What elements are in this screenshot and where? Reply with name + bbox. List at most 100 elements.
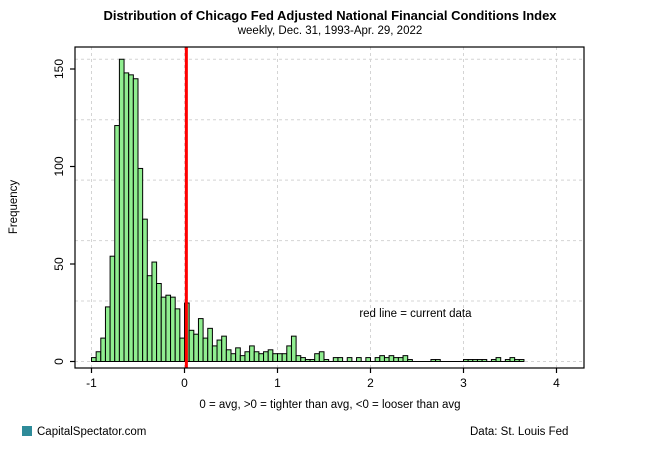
histogram-bar: [156, 283, 162, 362]
histogram-bar: [146, 275, 153, 363]
histogram-bar: [128, 74, 134, 362]
histogram-bar: [476, 359, 483, 362]
histogram-bar: [230, 353, 237, 363]
histogram-bar: [211, 345, 218, 362]
chart-subtitle: weekly, Dec. 31, 1993-Apr. 29, 2022: [237, 25, 423, 37]
x-tick-label: 3: [460, 376, 467, 390]
brand-logo-square: [22, 426, 32, 436]
chart-title: Distribution of Chicago Fed Adjusted Nat…: [103, 8, 557, 23]
histogram-bar: [244, 351, 251, 362]
histogram-bar: [379, 355, 385, 362]
histogram-bar: [272, 353, 279, 363]
histogram-bar: [472, 359, 478, 362]
histogram-bar: [197, 318, 204, 363]
x-tick-label: 4: [553, 376, 560, 390]
histogram-bar: [258, 353, 265, 363]
histogram-bar: [151, 261, 158, 362]
histogram-bar: [225, 349, 232, 362]
histogram-bar: [518, 359, 525, 362]
histogram-bar: [267, 349, 274, 362]
axis-ticks: -1 0 1 2 3 4 0 50 100 150: [52, 59, 560, 390]
histogram-bar: [132, 78, 139, 362]
histogram-bar: [337, 357, 344, 363]
histogram-bar: [137, 167, 144, 362]
histogram-bar: [346, 357, 353, 363]
histogram-bar: [277, 353, 283, 363]
histogram-bar: [430, 359, 437, 362]
histogram-bar: [504, 359, 511, 362]
y-tick-label: 0: [52, 358, 66, 365]
red-line-annotation: red line = current data: [359, 308, 472, 320]
x-tick-label: 2: [367, 376, 374, 390]
histogram-bar: [356, 357, 362, 363]
data-source-text: Data: St. Louis Fed: [470, 426, 568, 438]
histogram-bar: [91, 357, 97, 363]
histogram-bar: [142, 218, 148, 362]
histogram-bar: [490, 359, 497, 362]
histogram-bar: [374, 357, 381, 363]
y-axis-label: Frequency: [8, 180, 20, 235]
histogram-bar: [249, 345, 255, 362]
histogram-bar: [118, 58, 125, 362]
histogram-bar: [514, 359, 520, 362]
x-axis-label: 0 = avg, >0 = tighter than avg, <0 = loo…: [199, 399, 460, 411]
x-tick-label: 1: [274, 376, 281, 390]
histogram-bar: [179, 337, 186, 363]
histogram-bar: [323, 359, 330, 362]
histogram-bar: [388, 355, 395, 362]
histogram-bar: [495, 357, 502, 363]
histogram-bar: [365, 357, 372, 363]
histogram-bar: [407, 359, 413, 362]
histogram-bar: [202, 337, 209, 363]
histogram-bar: [114, 125, 120, 362]
histogram-bar: [435, 359, 441, 362]
histogram-bar: [397, 357, 404, 363]
histogram-bar: [160, 296, 167, 362]
y-tick-label: 150: [52, 59, 66, 79]
histogram-bar: [314, 353, 320, 363]
x-tick-label: -1: [86, 376, 97, 390]
y-tick-label: 50: [52, 257, 66, 271]
histogram-bar: [193, 333, 199, 363]
plot-frame: [74, 46, 585, 369]
histogram-bar: [290, 335, 297, 362]
histogram-bar: [123, 72, 130, 363]
histogram-bar: [216, 339, 223, 362]
frame-rect: [74, 46, 585, 369]
histogram-bar: [263, 351, 269, 362]
histogram-bar: [188, 329, 195, 362]
histogram-bar: [100, 337, 106, 363]
histogram-bar: [207, 327, 213, 363]
histogram-bar: [467, 359, 474, 362]
histogram-bar: [170, 296, 176, 362]
histogram-bars: [91, 58, 525, 363]
histogram-bar: [239, 355, 246, 362]
x-tick-label: 0: [181, 376, 188, 390]
histogram-bar: [253, 351, 260, 362]
histogram-bar: [463, 359, 469, 362]
histogram-bar: [318, 351, 325, 362]
histogram-bar: [295, 355, 302, 362]
histogram-bar: [383, 357, 390, 363]
histogram-bar: [165, 294, 172, 363]
histogram-bar: [95, 351, 102, 362]
histogram-bar: [286, 345, 292, 362]
histogram-bar: [309, 359, 316, 362]
histogram-bar: [281, 353, 288, 363]
histogram-bar: [509, 357, 516, 363]
y-tick-label: 100: [52, 156, 66, 176]
histogram-bar: [332, 357, 339, 363]
histogram-bar: [300, 357, 306, 363]
histogram-bar: [104, 306, 111, 362]
histogram-bar: [481, 359, 488, 362]
histogram-bar: [174, 308, 181, 363]
histogram-bar: [221, 335, 227, 362]
histogram-bar: [304, 359, 311, 362]
histogram-bar: [109, 255, 116, 363]
histogram-bar: [402, 355, 409, 362]
histogram-bar: [235, 347, 241, 363]
histogram-bar: [393, 357, 399, 363]
brand-text[interactable]: CapitalSpectator.com: [37, 426, 146, 438]
